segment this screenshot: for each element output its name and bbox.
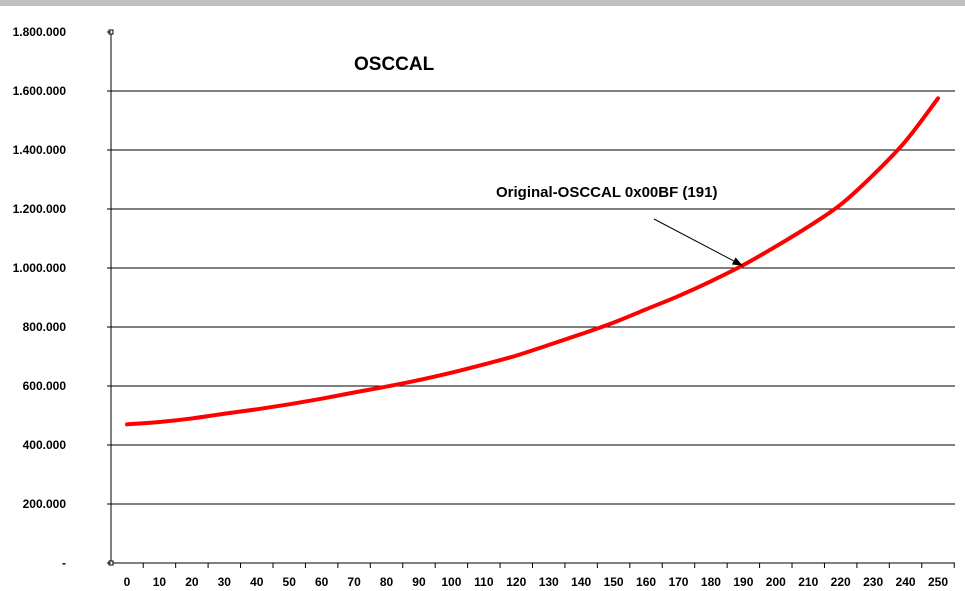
y-tick-label: 1.200.000 bbox=[13, 202, 67, 216]
x-tick-label: 10 bbox=[153, 575, 167, 589]
y-tick-label: - bbox=[62, 556, 66, 570]
series bbox=[125, 96, 940, 427]
x-tick-label: 160 bbox=[636, 575, 656, 589]
y-tick-label: 400.000 bbox=[23, 438, 67, 452]
axes bbox=[108, 29, 955, 566]
x-tick-label: 30 bbox=[218, 575, 232, 589]
x-tick-label: 20 bbox=[185, 575, 199, 589]
x-tick-label: 140 bbox=[571, 575, 591, 589]
x-tick-label: 180 bbox=[701, 575, 721, 589]
y-tick-label: 1.400.000 bbox=[13, 143, 67, 157]
x-tick-label: 40 bbox=[250, 575, 264, 589]
annotations: Original-OSCCAL 0x00BF (191) bbox=[496, 184, 743, 267]
x-tick-label: 80 bbox=[380, 575, 394, 589]
y-tick-label: 1.800.000 bbox=[13, 25, 67, 39]
y-tick-label: 1.600.000 bbox=[13, 84, 67, 98]
x-tick-label: 230 bbox=[863, 575, 883, 589]
x-tick-labels: 0 10 20 30 40 50 60 70 80 90 100 110 120 130 140 150 160… bbox=[124, 563, 955, 589]
x-tick-label: 50 bbox=[283, 575, 297, 589]
x-tick-label: 150 bbox=[604, 575, 624, 589]
x-tick-label: 90 bbox=[412, 575, 426, 589]
x-tick-label: 250 bbox=[928, 575, 948, 589]
x-tick-label: 100 bbox=[441, 575, 461, 589]
annotation-label: Original-OSCCAL 0x00BF (191) bbox=[496, 184, 717, 201]
annotation-arrow-line bbox=[653, 218, 743, 267]
annotation-arrowhead bbox=[731, 257, 743, 266]
x-tick-label: 220 bbox=[831, 575, 851, 589]
x-tick-label: 240 bbox=[896, 575, 916, 589]
x-tick-label: 0 bbox=[124, 575, 131, 589]
x-tick-label: 190 bbox=[733, 575, 753, 589]
x-tick-label: 130 bbox=[539, 575, 559, 589]
y-tick-label: 800.000 bbox=[23, 320, 67, 334]
y-tick-label: 1.000.000 bbox=[13, 261, 67, 275]
window-top-strip bbox=[0, 0, 965, 6]
x-tick-label: 120 bbox=[506, 575, 526, 589]
y-tick-label: 200.000 bbox=[23, 497, 67, 511]
x-tick-label: 110 bbox=[474, 575, 494, 589]
y-tick-labels: - 200.000 400.000 600.000 800.000 1.000.000 1.… bbox=[13, 25, 111, 570]
x-tick-label: 210 bbox=[798, 575, 818, 589]
x-tick-label: 70 bbox=[347, 575, 361, 589]
y-tick-label: 600.000 bbox=[23, 379, 67, 393]
x-tick-label: 170 bbox=[668, 575, 688, 589]
chart-title: OSCCAL bbox=[354, 54, 435, 75]
series-line-0 bbox=[125, 96, 940, 427]
x-tick-label: 200 bbox=[766, 575, 786, 589]
grid-lines bbox=[111, 90, 955, 505]
x-tick-label: 60 bbox=[315, 575, 329, 589]
